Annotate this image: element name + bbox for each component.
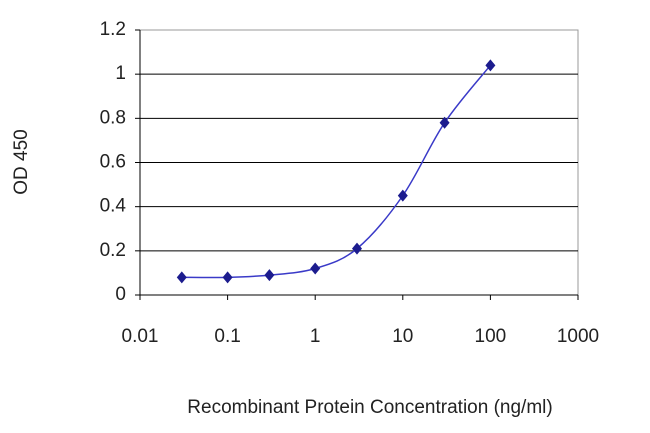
y-axis-label: OD 450 xyxy=(11,129,32,194)
data-point xyxy=(485,59,496,72)
y-tick-label: 0.2 xyxy=(100,240,126,261)
y-tick-label: 0.4 xyxy=(100,196,127,217)
data-point xyxy=(439,116,450,129)
x-tick-label: 10 xyxy=(392,326,413,347)
x-tick-label: 1 xyxy=(310,326,321,347)
x-tick-label: 0.01 xyxy=(122,326,159,347)
x-tick-label: 1000 xyxy=(557,326,599,347)
data-point xyxy=(264,269,275,282)
x-tick-label: 100 xyxy=(475,326,507,347)
data-point xyxy=(351,242,362,255)
y-tick-label: 1.2 xyxy=(100,19,126,40)
x-tick-label: 0.1 xyxy=(214,326,240,347)
y-tick-label: 0.8 xyxy=(100,107,126,128)
data-point xyxy=(222,271,233,284)
y-tick-label: 0.6 xyxy=(100,152,126,173)
y-tick-label: 1 xyxy=(115,63,126,84)
y-tick-label: 0 xyxy=(115,284,126,305)
data-point xyxy=(310,262,321,275)
data-point xyxy=(397,189,408,202)
x-axis-label: Recombinant Protein Concentration (ng/ml… xyxy=(187,397,552,418)
data-point xyxy=(176,271,187,284)
